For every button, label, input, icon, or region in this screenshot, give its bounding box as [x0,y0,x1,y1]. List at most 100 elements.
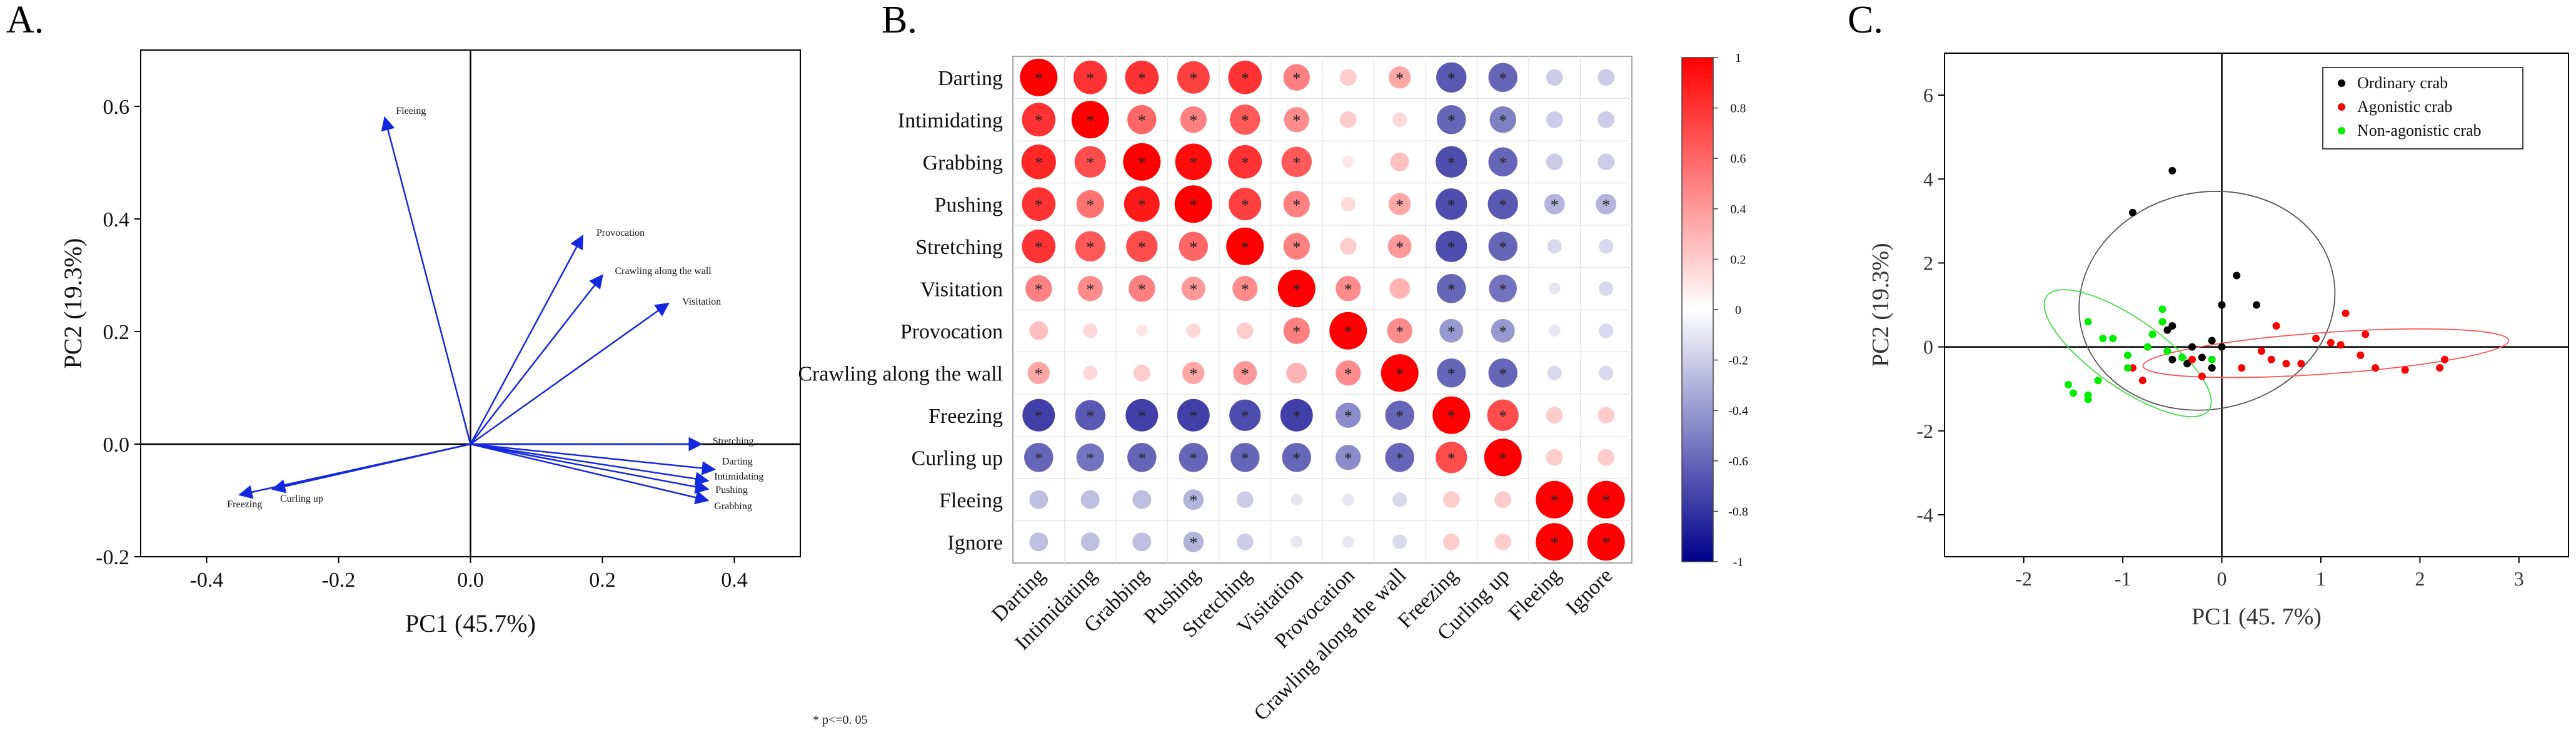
correlation-circle [1329,312,1367,350]
correlation-circle [1484,438,1522,477]
colorbar-tick-label: -0.6 [1728,455,1748,469]
correlation-circle [1597,111,1615,128]
correlation-circle [1436,188,1467,220]
significance-star: * [1344,280,1352,298]
significance-star: * [1551,196,1559,214]
x-tick-label: 0.0 [457,569,484,592]
scatter-point [2168,322,2176,330]
correlation-circle [1597,407,1615,424]
correlation-circle [1494,491,1512,509]
significance-star: * [1189,154,1197,172]
correlation-circle [1342,156,1354,168]
correlation-circle [1281,146,1312,177]
correlation-circle [1548,325,1561,337]
significance-star: * [1499,238,1507,256]
correlation-circle [1125,398,1159,432]
correlation-circle [1132,532,1152,552]
correlation-circle [1174,185,1212,223]
x-tick-label: 0.4 [721,569,748,592]
significance-star: * [1035,111,1043,129]
significance-star: * [1602,196,1610,214]
correlation-circle [1179,231,1208,261]
scatter-point [2168,166,2176,175]
correlation-circle [1546,69,1563,86]
scatter-point [2233,271,2241,280]
correlation-circle [1236,491,1254,509]
significance-star: * [1189,196,1197,214]
loading-label: Grabbing [714,501,752,512]
legend-marker [2338,103,2345,111]
significance-star: * [1138,238,1146,256]
correlation-circle [1283,233,1310,260]
colorbar-tick-label: -0.4 [1728,404,1748,418]
significance-star: * [1602,492,1610,510]
correlation-circle [1236,533,1254,550]
significance-star: * [1292,407,1301,425]
scatter-point [2178,353,2186,362]
correlation-circle [1488,147,1517,176]
correlation-circle [1180,106,1207,133]
correlation-circle [1073,60,1107,94]
significance-star: * [1447,280,1456,298]
correlation-circle [1129,275,1155,302]
legend-label: Non-agonistic crab [2357,121,2482,139]
scatter-point [2218,343,2226,351]
correlation-circle [1390,152,1409,171]
significance-star: * [1189,111,1197,129]
significance-star: * [1086,280,1094,298]
significance-star: * [1292,154,1301,172]
significance-star: * [1086,111,1094,129]
correlation-circle [1597,449,1615,466]
colorbar-tick-label: -0.2 [1728,354,1748,368]
loading-arrow [470,443,710,505]
scatter-point [2069,389,2077,397]
correlation-circle [1546,111,1563,128]
correlation-circle [1183,489,1204,510]
scatter-point [2208,355,2216,363]
scatter-point [2282,360,2290,368]
scatter-point [2401,366,2409,374]
significance-star: * [1138,196,1146,214]
correlation-circle [1177,61,1210,94]
correlation-circle [1387,234,1412,258]
correlation-circle [1599,365,1614,380]
correlation-circle [1381,354,1419,392]
y-tick-label: 0 [1923,336,1933,358]
correlation-circle [1436,230,1467,262]
significance-star: * [1035,154,1043,172]
scatter-point [2297,360,2305,368]
significance-star: * [1241,154,1249,172]
correlation-circle [1075,231,1105,261]
significance-star: * [1447,323,1456,341]
correlation-circle [1286,362,1307,383]
x-axis-label: PC1 (45.7%) [405,609,536,637]
correlation-circle [1029,321,1049,340]
colorbar-tick-label: -0.8 [1728,505,1748,519]
colorbar-tick-label: 1 [1735,51,1741,65]
scatter-point [2342,309,2350,317]
correlation-circle [1228,144,1262,179]
y-tick-label: 2 [1923,251,1933,274]
significance-star: * [1189,238,1197,256]
correlation-circle [1071,101,1109,139]
x-tick-label: 2 [2415,567,2425,590]
significance-star: * [1499,449,1507,467]
scatter-point [2198,372,2206,380]
scatter-point [2128,208,2136,216]
correlation-circle [1392,112,1407,127]
correlation-circle [1599,239,1614,254]
correlation-circle [1133,364,1150,382]
scatter-point [2099,335,2107,343]
scatter-point [2163,326,2171,334]
y-tick-label: 6 [1923,84,1933,106]
significance-star: * [1138,407,1146,425]
correlation-circle [1179,443,1208,472]
colorbar-tick-label: 0.4 [1731,203,1746,216]
correlation-circle [1599,281,1614,296]
correlation-circle [1487,399,1519,431]
scatter-point [2372,364,2380,372]
correlation-circle [1186,323,1201,338]
row-label: Fleeing [939,489,1003,512]
correlation-circle [1177,398,1210,432]
significance-star: * [1292,323,1301,341]
